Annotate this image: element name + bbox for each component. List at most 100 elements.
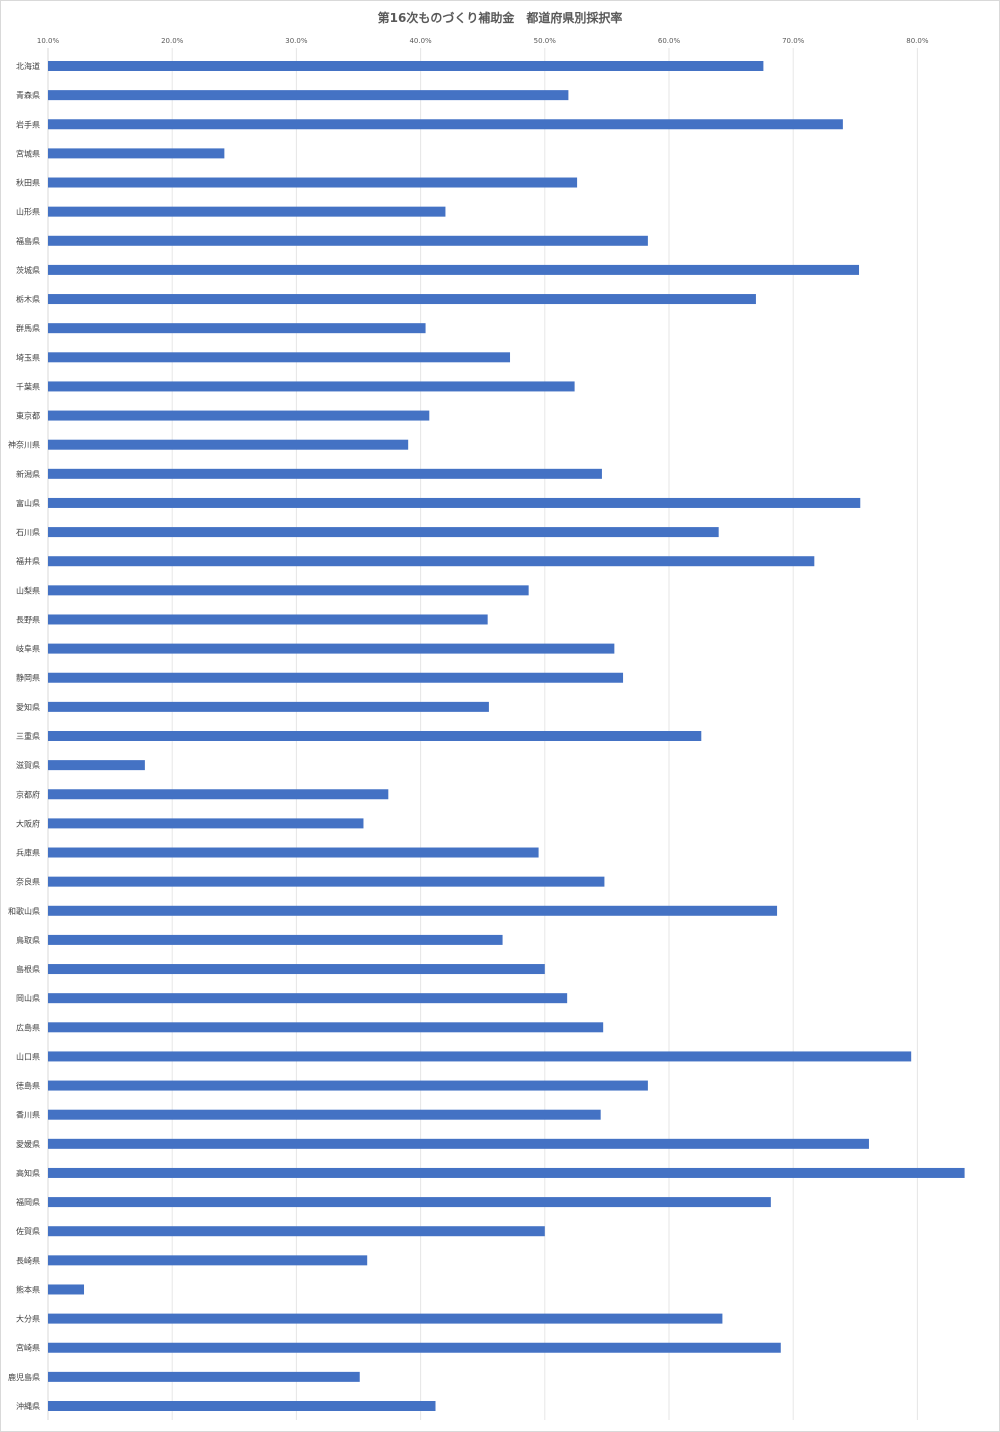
category-label: 福島県: [16, 236, 40, 246]
bar: [48, 264, 860, 275]
category-label: 鳥取県: [16, 935, 40, 945]
category-label: 北海道: [16, 61, 40, 71]
bar: [48, 497, 861, 508]
category-label: 岩手県: [16, 119, 40, 129]
bar: [48, 148, 225, 159]
bar: [48, 993, 568, 1004]
category-label: 高知県: [16, 1168, 40, 1178]
bar: [48, 964, 545, 975]
bar: [48, 672, 624, 683]
bar: [48, 1080, 648, 1091]
x-tick-label: 10.0%: [37, 37, 60, 45]
chart-title: 第16次ものづくり補助金 都道府県別採択率: [378, 10, 623, 25]
bar: [48, 614, 488, 625]
category-label: 山梨県: [16, 585, 40, 595]
category-label: 静岡県: [16, 673, 40, 683]
category-label: 神奈川県: [8, 440, 40, 450]
category-label: 島根県: [16, 964, 40, 974]
bar: [48, 731, 702, 741]
bar: [48, 352, 511, 363]
category-label: 新潟県: [16, 469, 40, 479]
category-label: 秋田県: [16, 178, 40, 188]
category-label: 兵庫県: [16, 848, 40, 858]
category-label: 千葉県: [16, 381, 40, 391]
bar: [48, 1255, 368, 1266]
category-label: 山口県: [16, 1051, 40, 1061]
bar: [48, 177, 578, 188]
category-label: 長崎県: [16, 1255, 40, 1265]
bar: [48, 410, 430, 421]
category-label: 岡山県: [16, 993, 40, 1003]
x-tick-label: 20.0%: [161, 37, 184, 45]
x-tick-label: 50.0%: [534, 37, 557, 45]
bar: [48, 1342, 781, 1353]
x-tick-label: 40.0%: [409, 37, 432, 45]
category-label: 愛媛県: [16, 1139, 40, 1149]
bar: [48, 206, 446, 217]
bars: [48, 61, 965, 1411]
category-label: 沖縄県: [16, 1401, 40, 1411]
bar: [48, 1313, 723, 1324]
x-tick-label: 70.0%: [782, 37, 805, 45]
bar: [48, 439, 409, 450]
category-label: 青森県: [16, 90, 40, 100]
bar: [48, 585, 529, 596]
category-label: 茨城県: [16, 265, 40, 275]
bar: [48, 1197, 771, 1208]
bar: [48, 556, 815, 567]
category-label: 滋賀県: [16, 760, 40, 770]
category-label: 大阪府: [16, 818, 40, 828]
x-tick-label: 30.0%: [285, 37, 308, 45]
category-labels: 北海道青森県岩手県宮城県秋田県山形県福島県茨城県栃木県群馬県埼玉県千葉県東京都神…: [8, 61, 40, 1411]
category-label: 群馬県: [16, 323, 40, 333]
category-label: 宮城県: [16, 148, 40, 158]
bar: [48, 61, 764, 71]
category-label: 香川県: [16, 1110, 40, 1120]
bar: [48, 468, 602, 479]
bar: [48, 527, 719, 538]
bar: [48, 905, 778, 916]
bar: [48, 1226, 545, 1237]
category-label: 福井県: [16, 556, 40, 566]
category-label: 大分県: [16, 1314, 40, 1324]
category-label: 徳島県: [16, 1081, 40, 1091]
bar: [48, 876, 605, 887]
bar: [48, 818, 364, 829]
bar: [48, 1138, 869, 1149]
bar: [48, 1109, 601, 1120]
bar: [48, 1051, 912, 1062]
category-label: 和歌山県: [8, 906, 40, 916]
bar: [48, 119, 843, 130]
bar: [48, 643, 615, 654]
x-tick-label: 60.0%: [658, 37, 681, 45]
bar: [48, 789, 389, 800]
category-label: 熊本県: [16, 1284, 40, 1294]
category-label: 福岡県: [16, 1198, 40, 1207]
category-label: 石川県: [16, 528, 40, 537]
bar: [48, 381, 575, 392]
x-axis-ticks: 10.0% 20.0% 30.0% 40.0% 50.0% 60.0% 70.0% 80.0%: [37, 37, 929, 45]
category-label: 埼玉県: [16, 352, 40, 362]
bar: [48, 323, 426, 334]
bar: [48, 701, 489, 712]
category-label: 佐賀県: [16, 1226, 40, 1236]
bar: [48, 1284, 85, 1295]
bar: [48, 90, 569, 101]
category-label: 東京都: [16, 411, 40, 421]
category-label: 宮崎県: [16, 1343, 40, 1353]
bar: [48, 235, 648, 246]
category-label: 三重県: [16, 731, 40, 741]
category-label: 鹿児島県: [8, 1372, 40, 1382]
category-label: 岐阜県: [16, 644, 40, 654]
category-label: 栃木県: [16, 294, 40, 304]
bar: [48, 1401, 436, 1411]
category-label: 山形県: [16, 207, 40, 217]
bar: [48, 1022, 604, 1033]
bar: [48, 760, 145, 771]
category-label: 長野県: [16, 615, 40, 624]
bar: [48, 1167, 965, 1178]
bar: [48, 294, 756, 305]
category-label: 京都府: [16, 789, 40, 799]
bar: [48, 934, 503, 945]
